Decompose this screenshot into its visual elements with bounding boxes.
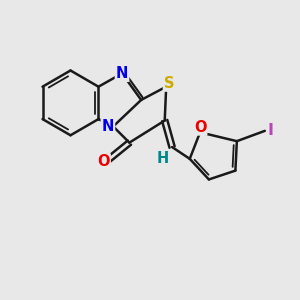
Text: N: N xyxy=(102,119,114,134)
Text: N: N xyxy=(116,66,128,81)
Text: O: O xyxy=(194,119,206,134)
Text: S: S xyxy=(164,76,174,91)
Text: O: O xyxy=(97,154,110,169)
Text: I: I xyxy=(268,123,274,138)
Text: H: H xyxy=(157,151,170,166)
